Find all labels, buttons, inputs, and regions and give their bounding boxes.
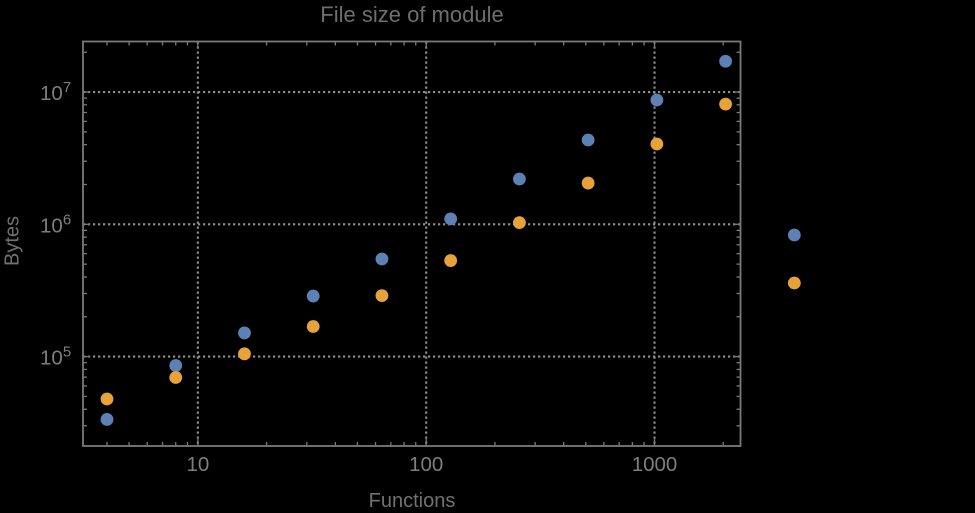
data-point	[375, 289, 389, 303]
y-tick-labels: 105 106 107	[40, 79, 71, 370]
data-point	[100, 413, 114, 426]
data-point	[444, 212, 458, 226]
y-axis-label: Bytes	[1, 215, 24, 267]
data-point	[238, 326, 251, 340]
chart-title: File size of module	[320, 2, 504, 27]
y-tick-label: 107	[40, 79, 71, 105]
orange-series-points	[100, 97, 801, 406]
plot-frame	[82, 40, 742, 447]
x-axis-label: Functions	[368, 490, 456, 512]
data-point	[306, 289, 320, 303]
x-tick-label: 1000	[632, 453, 678, 476]
x-tick-labels: 10 100 1000	[186, 453, 677, 476]
y-tick-label: 105	[40, 344, 71, 370]
data-point	[581, 176, 595, 190]
data-point	[169, 371, 183, 384]
axis-ticks	[83, 41, 741, 446]
data-point	[306, 320, 320, 333]
data-point	[513, 172, 526, 186]
x-tick-label: 10	[186, 453, 209, 476]
blue-series-points	[100, 54, 801, 426]
data-point	[238, 347, 251, 361]
data-point	[513, 216, 526, 230]
y-tick-label: 106	[40, 211, 71, 237]
data-point	[375, 252, 389, 266]
data-point	[787, 228, 801, 242]
data-point	[719, 54, 733, 68]
data-point	[169, 359, 183, 372]
gridlines	[83, 41, 741, 446]
data-point	[581, 133, 595, 147]
data-point	[719, 97, 733, 111]
data-point	[650, 93, 664, 107]
data-point	[787, 276, 801, 290]
data-point	[444, 254, 458, 267]
data-point	[650, 137, 664, 151]
x-tick-label: 100	[409, 453, 443, 476]
data-point	[100, 392, 114, 406]
